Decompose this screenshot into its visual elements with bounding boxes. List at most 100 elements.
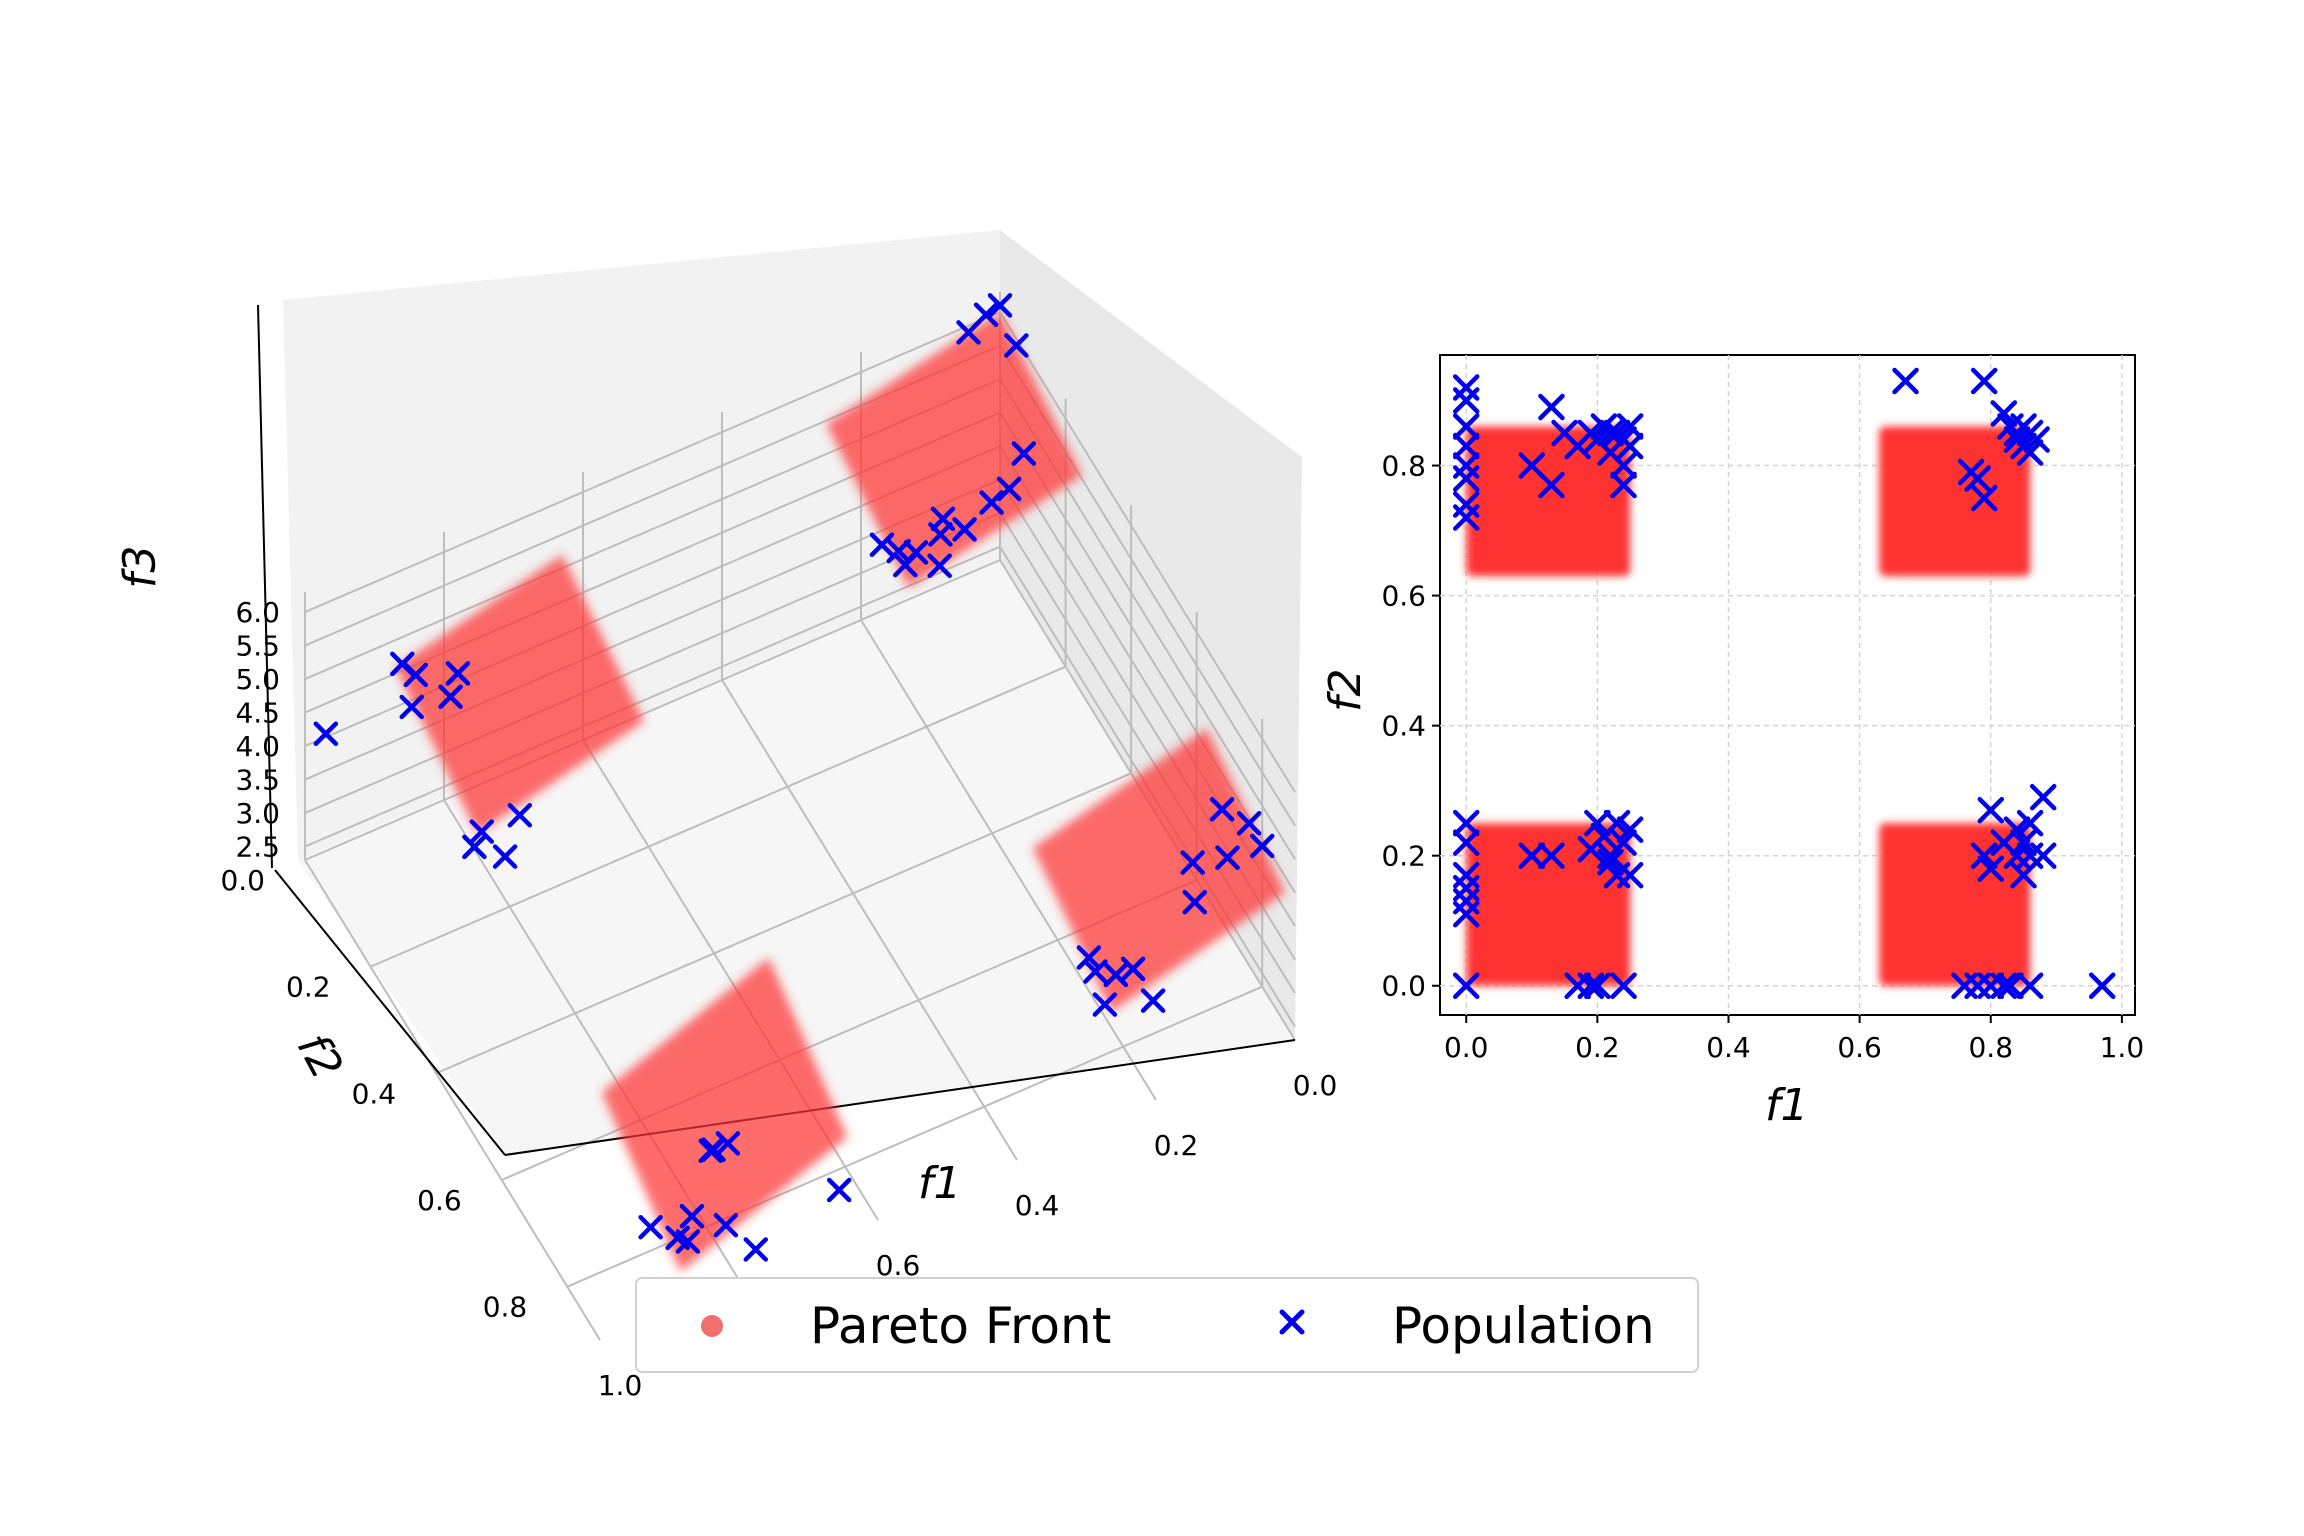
population-point bbox=[1452, 809, 1480, 837]
population-point-3d bbox=[1004, 333, 1029, 358]
x-tick-label-2d: 0.2 bbox=[1575, 1031, 1620, 1064]
population-point bbox=[1616, 432, 1644, 460]
x-axis-label-3d: f1 bbox=[918, 1158, 961, 1209]
population-point bbox=[1538, 393, 1565, 421]
y-axis-label-2d: f2 bbox=[1320, 669, 1371, 712]
population-point bbox=[1616, 413, 1644, 440]
population-point bbox=[1584, 809, 1611, 837]
population-point bbox=[1452, 413, 1480, 440]
population-point bbox=[1538, 471, 1565, 499]
pareto-region bbox=[1879, 426, 2031, 577]
pareto-2d-plot: 0.0 0.2 0.4 0.6 0.8 1.0 0.0 0.2 0.4 0.6 0.8 f1 f2 bbox=[1320, 354, 2145, 1131]
population-point-3d bbox=[952, 517, 977, 542]
population-point bbox=[2003, 816, 2031, 843]
pane-floor bbox=[298, 560, 1295, 1155]
x-tick-label-2d: 0.4 bbox=[1706, 1031, 1751, 1064]
pareto-patch bbox=[601, 957, 848, 1272]
x-axis-label-2d: f1 bbox=[1765, 1080, 1808, 1131]
x-tick-label-3d: 0.4 bbox=[1015, 1189, 1060, 1222]
population-point bbox=[2016, 439, 2044, 466]
population-point bbox=[1990, 972, 2018, 999]
grid-floor-f2 bbox=[304, 559, 1001, 861]
population-point-3d bbox=[996, 476, 1022, 502]
population-point bbox=[1577, 972, 1605, 999]
y-tick-label-2d: 0.6 bbox=[1381, 580, 1426, 613]
population-point bbox=[1452, 432, 1480, 460]
population-point bbox=[1970, 367, 1998, 395]
pareto-patch bbox=[826, 312, 1082, 588]
population-point-3d bbox=[313, 721, 339, 746]
population-point bbox=[1452, 387, 1480, 414]
z-tick-label-3d: 6.0 bbox=[235, 596, 280, 629]
pareto-patch bbox=[1032, 728, 1286, 1012]
population-point-3d bbox=[492, 844, 518, 869]
population-point-3d bbox=[1209, 797, 1235, 822]
z-tick-label-3d: 3.0 bbox=[235, 797, 280, 830]
x-tick-label-2d: 0.0 bbox=[1444, 1031, 1489, 1064]
y-tick-label-2d: 0.0 bbox=[1381, 970, 1426, 1003]
population-point bbox=[1977, 796, 2005, 824]
x-tick-label-2d: 1.0 bbox=[2100, 1031, 2145, 1064]
population-point bbox=[2016, 809, 2044, 837]
legend-pareto-marker bbox=[701, 1315, 723, 1337]
population-point bbox=[1603, 809, 1631, 837]
population-point-3d bbox=[1011, 441, 1037, 466]
population-point-3d bbox=[462, 834, 487, 860]
population-point-3d bbox=[869, 532, 895, 558]
population-point-3d bbox=[698, 1138, 723, 1164]
z-tick-label-3d: 5.5 bbox=[235, 630, 280, 663]
y-axis-line bbox=[274, 869, 506, 1156]
population-point bbox=[1597, 848, 1624, 876]
population-point-3d bbox=[743, 1237, 769, 1262]
y-axis-label-3d: f2 bbox=[287, 1025, 352, 1087]
population-point-3d bbox=[927, 553, 952, 579]
population-point bbox=[1452, 829, 1480, 856]
z-tick-label-3d: 3.5 bbox=[235, 764, 280, 797]
x-tick-label-2d: 0.6 bbox=[1837, 1031, 1882, 1064]
pareto-front-2d bbox=[1466, 426, 2031, 986]
population-point-3d bbox=[956, 320, 981, 345]
population-2d bbox=[1452, 367, 2116, 999]
population-point bbox=[1990, 400, 2018, 427]
population-point bbox=[1452, 972, 1480, 999]
population-point bbox=[1892, 367, 1919, 395]
population-point bbox=[1584, 972, 1611, 999]
y-tick-label-3d: 0.2 bbox=[286, 971, 331, 1004]
population-point bbox=[1610, 452, 1637, 479]
population-point-3d bbox=[445, 661, 471, 686]
population-point bbox=[1616, 816, 1644, 843]
population-point bbox=[1610, 829, 1637, 856]
pareto-region bbox=[1466, 823, 1631, 986]
legend: Pareto Front Population bbox=[635, 1277, 1699, 1373]
pareto-front-3d bbox=[395, 312, 1286, 1272]
population-point-3d bbox=[1249, 833, 1275, 859]
population-point-3d bbox=[1180, 850, 1205, 875]
x-tick-label-3d: 1.0 bbox=[598, 1369, 643, 1402]
population-point bbox=[1977, 855, 2005, 882]
grid-floor-f1 bbox=[304, 859, 601, 1341]
y-tick-label-2d: 0.8 bbox=[1381, 450, 1426, 483]
population-point bbox=[1616, 861, 1644, 889]
population-point bbox=[2010, 829, 2037, 856]
population-point bbox=[1610, 471, 1637, 499]
population-point-3d bbox=[665, 1225, 690, 1251]
legend-pareto-label: Pareto Front bbox=[810, 1297, 1111, 1355]
pareto-region bbox=[1466, 426, 1631, 577]
population-point-3d bbox=[987, 293, 1013, 318]
population-point bbox=[1452, 900, 1480, 928]
z-axis-label-3d: f3 bbox=[114, 544, 166, 589]
population-point-3d bbox=[979, 490, 1004, 515]
population-point bbox=[2029, 783, 2057, 811]
population-point-3d bbox=[1103, 962, 1129, 988]
y-tick-label-3d: 0.4 bbox=[352, 1077, 397, 1110]
population-point bbox=[1997, 972, 2024, 999]
y-tick-label-2d: 0.4 bbox=[1381, 710, 1426, 743]
pareto-3d-plot: 0.00.20.40.60.81.00.00.20.40.60.82.53.03… bbox=[114, 230, 1337, 1402]
population-point-3d bbox=[403, 662, 429, 688]
population-point-3d bbox=[826, 1177, 852, 1203]
population-point bbox=[1970, 484, 1998, 512]
pareto-patch bbox=[395, 554, 645, 834]
grid-floor-f1 bbox=[721, 679, 1018, 1161]
population-point bbox=[1610, 972, 1637, 999]
